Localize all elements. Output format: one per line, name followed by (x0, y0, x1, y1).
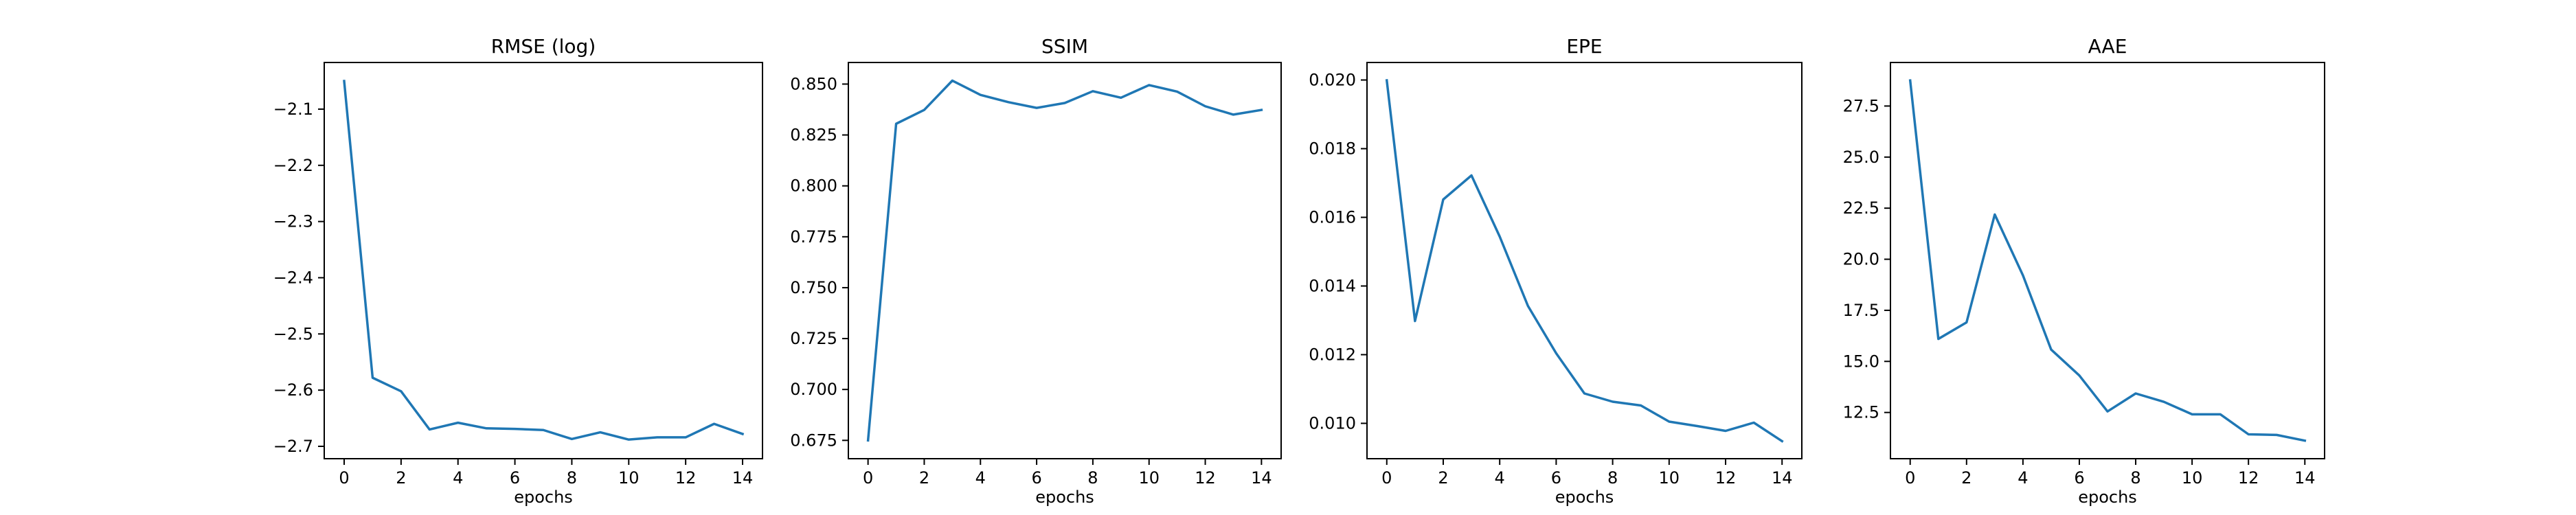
x-tick-label: 14 (732, 468, 754, 488)
subplot-title: EPE (1566, 35, 1602, 58)
x-tick-label: 10 (1138, 468, 1160, 488)
x-tick-label: 2 (919, 468, 929, 488)
series-line (1385, 79, 1784, 443)
y-tick-label: −2.7 (273, 437, 313, 456)
y-tick-label: 12.5 (1843, 403, 1879, 422)
x-tick-label: 10 (618, 468, 640, 488)
y-tick-label: −2.2 (273, 156, 313, 175)
y-tick-label: −2.3 (273, 212, 313, 231)
series-line (1908, 79, 2307, 442)
x-tick-label: 2 (396, 468, 406, 488)
y-tick-label: 15.0 (1843, 352, 1879, 371)
x-tick-label: 10 (2182, 468, 2203, 488)
x-tick-label: 2 (1438, 468, 1448, 488)
y-tick-label: 0.800 (790, 176, 837, 196)
y-tick-label: 0.018 (1309, 139, 1356, 159)
subplot-title: SSIM (1041, 35, 1088, 58)
x-tick-label: 10 (1659, 468, 1680, 488)
x-tick-label: 12 (1195, 468, 1216, 488)
y-tick-label: 0.825 (790, 126, 837, 145)
axes-frame (1366, 62, 1803, 459)
subplot-aae: AAE epochs 0 2 4 6 8 10 12 14 12.5 15.0 17.5 20.0 22… (1843, 35, 2325, 507)
x-tick-label: 14 (1251, 468, 1272, 488)
x-tick-label: 0 (1381, 468, 1392, 488)
subplot-epe: EPE epochs 0 2 4 6 8 10 12 14 0.010 0.012 0.014 0.0… (1309, 35, 1803, 507)
x-axis-label: epochs (1555, 488, 1614, 507)
x-tick-label: 0 (339, 468, 349, 488)
subplot-title: RMSE (log) (491, 35, 596, 58)
subplot-ssim: SSIM epochs 0 2 4 6 8 10 12 14 0.675 0.700 0.725 0.… (790, 35, 1282, 507)
y-tick-label: 0.725 (790, 329, 837, 348)
y-tick-label: −2.6 (273, 380, 313, 400)
y-tick-label: 0.012 (1309, 345, 1356, 365)
y-tick-label: 17.5 (1843, 301, 1879, 320)
subplot-title: AAE (2088, 35, 2127, 58)
x-axis-label: epochs (514, 488, 573, 507)
x-tick-label: 8 (567, 468, 577, 488)
x-tick-label: 6 (2074, 468, 2084, 488)
y-tick-label: 0.014 (1309, 277, 1356, 296)
axes-frame (324, 62, 763, 459)
x-tick-label: 12 (2238, 468, 2259, 488)
y-tick-label: −2.1 (273, 100, 313, 119)
x-tick-label: 0 (863, 468, 873, 488)
y-tick-label: 25.0 (1843, 148, 1879, 167)
y-tick-label: −2.5 (273, 324, 313, 343)
y-tick-label: 22.5 (1843, 198, 1879, 218)
x-tick-label: 4 (2018, 468, 2028, 488)
x-tick-label: 4 (453, 468, 463, 488)
y-tick-label: 0.020 (1309, 71, 1356, 90)
x-tick-label: 4 (1495, 468, 1505, 488)
x-tick-label: 12 (1715, 468, 1737, 488)
x-axis-label: epochs (2078, 488, 2137, 507)
x-tick-label: 6 (510, 468, 520, 488)
x-tick-label: 4 (975, 468, 986, 488)
y-tick-label: 0.016 (1309, 208, 1356, 227)
y-tick-label: 20.0 (1843, 250, 1879, 269)
x-tick-label: 14 (2294, 468, 2316, 488)
axes-frame (1890, 62, 2325, 459)
y-tick-label: 0.775 (790, 227, 837, 247)
series-line (343, 80, 745, 441)
y-tick-label: 0.675 (790, 431, 837, 450)
y-tick-label: 27.5 (1843, 96, 1879, 115)
x-tick-label: 6 (1031, 468, 1041, 488)
series-line (866, 79, 1263, 442)
axes-frame (848, 62, 1282, 459)
x-tick-label: 14 (1772, 468, 1793, 488)
y-tick-label: 0.850 (790, 74, 837, 93)
x-tick-label: 0 (1905, 468, 1915, 488)
x-tick-label: 8 (1087, 468, 1098, 488)
x-tick-label: 2 (1961, 468, 1971, 488)
y-tick-label: 0.700 (790, 380, 837, 399)
x-axis-label: epochs (1035, 488, 1094, 507)
x-tick-label: 6 (1551, 468, 1561, 488)
x-tick-label: 12 (675, 468, 697, 488)
y-tick-label: −2.4 (273, 268, 313, 287)
x-tick-label: 8 (1607, 468, 1618, 488)
x-tick-label: 8 (2130, 468, 2140, 488)
y-tick-label: 0.010 (1309, 414, 1356, 433)
y-tick-label: 0.750 (790, 278, 837, 297)
subplot-rmse: RMSE (log) epochs 0 2 4 6 8 10 12 14 −2.1 −2.2 −2.… (273, 35, 763, 507)
